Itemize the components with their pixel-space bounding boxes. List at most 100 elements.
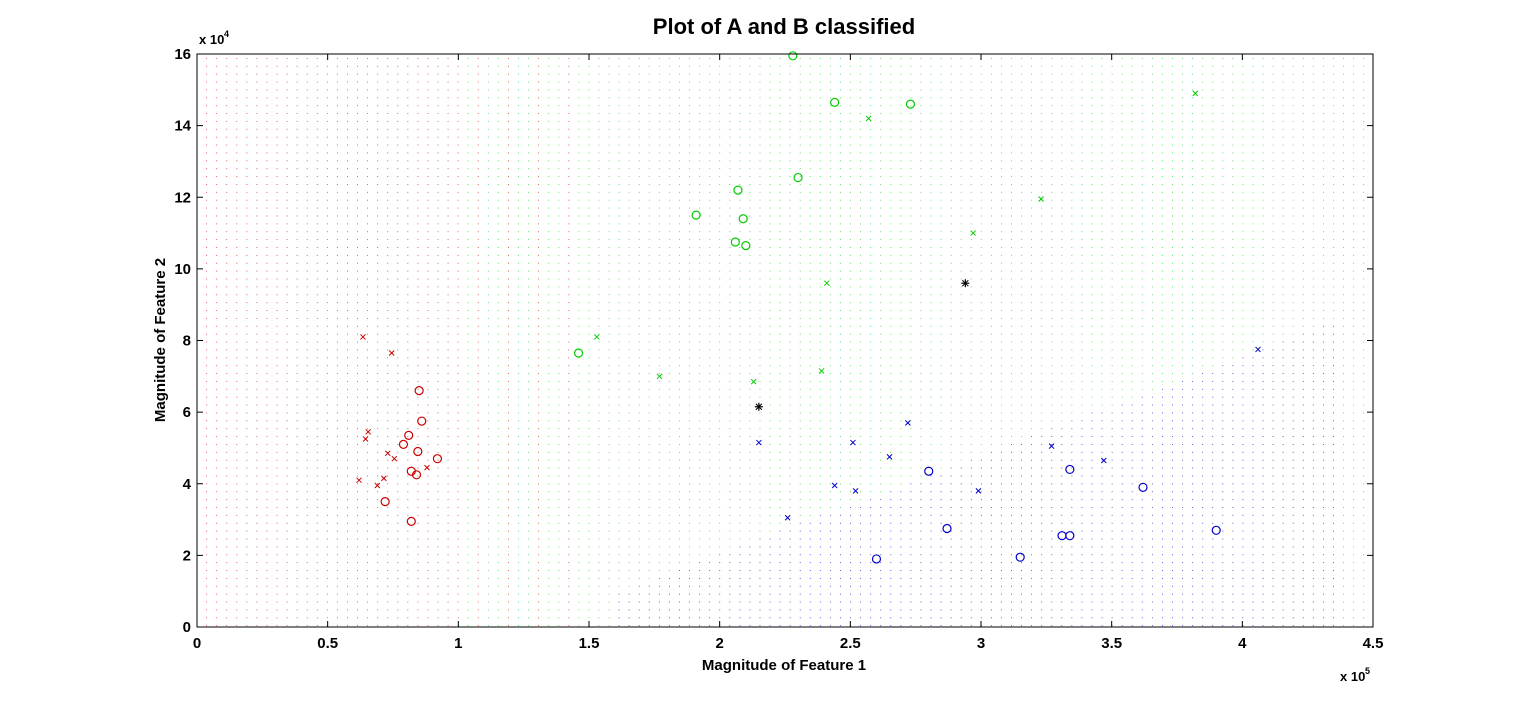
region-dot — [749, 475, 751, 477]
region-dot — [367, 396, 369, 398]
region-dot — [357, 593, 358, 595]
region-dot — [387, 302, 389, 304]
region-dot — [528, 507, 530, 508]
region-dot — [840, 120, 841, 122]
region-dot — [608, 570, 610, 571]
region-dot — [689, 325, 690, 327]
region-dot — [457, 349, 459, 351]
region-dot — [316, 294, 318, 296]
region-dot — [246, 168, 248, 170]
region-dot — [407, 570, 409, 571]
region-dot — [377, 577, 379, 579]
region-dot — [206, 160, 208, 162]
region-dot — [347, 475, 348, 477]
region-dot — [467, 65, 469, 67]
region-dot — [427, 349, 429, 351]
region-dot — [336, 396, 338, 398]
region-dot — [367, 105, 369, 107]
region-dot — [246, 278, 248, 280]
region-dot — [850, 459, 851, 461]
region-dot — [759, 310, 761, 311]
region-dot — [618, 113, 620, 114]
region-dot — [648, 562, 650, 564]
region-dot — [578, 191, 580, 193]
region-dot — [246, 191, 248, 193]
region-dot — [719, 73, 721, 75]
region-dot — [568, 223, 570, 225]
region-dot — [286, 223, 288, 225]
region-dot — [598, 373, 600, 374]
region-dot — [890, 436, 892, 438]
region-dot — [377, 105, 379, 107]
region-dot — [880, 585, 882, 587]
region-dot — [870, 113, 872, 114]
region-dot — [799, 239, 801, 241]
region-dot — [618, 522, 620, 524]
region-dot — [326, 522, 328, 524]
region-dot — [850, 546, 851, 548]
region-dot — [347, 546, 348, 548]
region-dot — [709, 128, 711, 130]
region-dot — [860, 475, 862, 477]
region-dot — [658, 73, 660, 75]
region-dot — [548, 373, 550, 374]
region-dot — [880, 207, 882, 209]
region-dot — [799, 412, 801, 414]
region-dot — [648, 396, 650, 398]
region-dot — [316, 191, 318, 193]
region-dot — [679, 467, 680, 469]
region-dot — [638, 231, 640, 233]
region-dot — [719, 105, 721, 107]
region-dot — [246, 286, 248, 288]
region-dot — [769, 97, 771, 99]
region-dot — [417, 562, 419, 564]
region-dot — [548, 302, 550, 304]
region-dot — [256, 223, 258, 225]
region-dot — [829, 530, 831, 532]
region-dot — [809, 152, 811, 154]
region-dot — [829, 522, 831, 524]
region-dot — [829, 585, 831, 587]
region-dot — [598, 357, 600, 359]
region-dot — [799, 333, 801, 335]
region-dot — [568, 81, 570, 83]
region-dot — [457, 278, 459, 280]
region-dot — [518, 231, 519, 233]
region-dot — [638, 499, 640, 501]
region-dot — [407, 310, 409, 311]
region-dot — [477, 577, 479, 579]
region-dot — [860, 546, 862, 548]
region-dot — [347, 302, 348, 304]
region-dot — [840, 191, 841, 193]
region-dot — [829, 349, 831, 351]
region-dot — [507, 152, 509, 154]
region-dot — [668, 325, 670, 327]
region-dot — [286, 380, 288, 382]
region-dot — [689, 286, 690, 288]
region-dot — [306, 562, 308, 564]
region-dot — [518, 365, 519, 367]
region-dot — [769, 57, 771, 59]
region-dot — [759, 341, 761, 343]
region-dot — [387, 538, 389, 540]
region-dot — [477, 404, 479, 406]
region-dot — [397, 467, 399, 469]
region-dot — [779, 247, 781, 248]
region-dot — [437, 349, 439, 351]
region-dot — [759, 609, 761, 611]
region-dot — [256, 89, 258, 91]
region-dot — [709, 380, 711, 382]
region-dot — [367, 286, 369, 288]
region-dot — [658, 57, 660, 59]
region-dot — [769, 294, 771, 296]
region-dot — [497, 144, 499, 146]
region-dot — [789, 507, 791, 508]
region-dot — [487, 191, 489, 193]
region-dot — [347, 65, 348, 67]
region-dot — [296, 412, 298, 414]
region-dot — [226, 333, 228, 335]
region-dot — [377, 333, 379, 335]
region-dot — [357, 239, 358, 241]
region-dot — [769, 223, 771, 225]
region-dot — [497, 120, 499, 122]
